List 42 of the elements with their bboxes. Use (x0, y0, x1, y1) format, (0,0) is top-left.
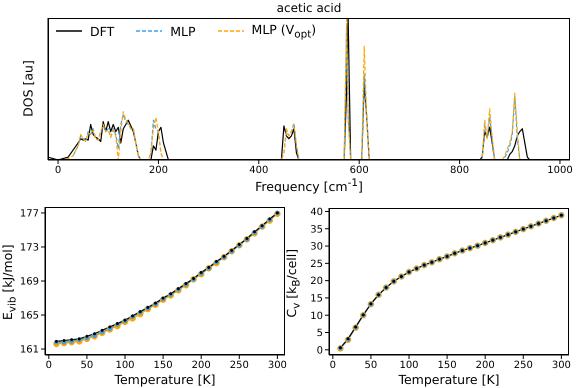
x-tick-label: 200 (148, 165, 168, 176)
y-tick-label: 20 (310, 276, 323, 288)
y-tick-label: 40 (310, 207, 323, 218)
x-tick-label: 0 (330, 360, 336, 372)
x-tick-label: 250 (514, 360, 533, 372)
y-tick-label: 161 (20, 344, 39, 356)
x-tick-label: 300 (552, 360, 571, 372)
x-tick-label: 250 (230, 360, 249, 372)
y-tick-label: 169 (20, 276, 39, 288)
x-tick-label: 100 (115, 360, 135, 372)
x-tick-label: 50 (364, 360, 378, 372)
x-tick-label: 50 (80, 360, 94, 372)
y-tick-label: 30 (310, 242, 323, 253)
x-axis-title: Temperature [K] (397, 372, 501, 387)
x-tick-label: 800 (450, 165, 470, 176)
y-tick-label: 0 (316, 345, 323, 356)
y-tick-label: 25 (310, 258, 323, 270)
y-tick-label: 15 (310, 293, 323, 304)
x-tick-label: 150 (154, 360, 173, 372)
x-tick-label: 300 (268, 360, 287, 372)
x-tick-label: 200 (192, 360, 211, 372)
x-tick-label: 400 (249, 165, 268, 176)
chart-title: acetic acid (276, 1, 342, 15)
x-tick-label: 150 (438, 360, 457, 372)
x-tick-label: 200 (476, 360, 495, 372)
y-axis-title: DOS [au] (20, 59, 36, 119)
y-tick-label: 35 (310, 224, 323, 236)
x-tick-label: 600 (350, 165, 369, 176)
legend-label: MLP (V$_{opt}$) (252, 22, 316, 40)
y-tick-label: 10 (310, 310, 323, 322)
legend-label: DFT (90, 24, 114, 39)
x-tick-label: 1000 (547, 165, 573, 176)
x-axis-title: Temperature [K] (113, 372, 217, 387)
y-tick-label: 5 (316, 328, 323, 340)
legend-label: MLP (170, 24, 196, 39)
y-tick-label: 165 (20, 310, 39, 322)
x-axis-title: Frequency [cm$^{-1}$] (254, 177, 364, 194)
x-tick-label: 0 (46, 360, 52, 372)
x-tick-label: 100 (399, 360, 419, 372)
y-tick-label: 177 (20, 208, 39, 220)
x-tick-label: 0 (54, 165, 62, 176)
y-tick-label: 173 (20, 242, 39, 254)
